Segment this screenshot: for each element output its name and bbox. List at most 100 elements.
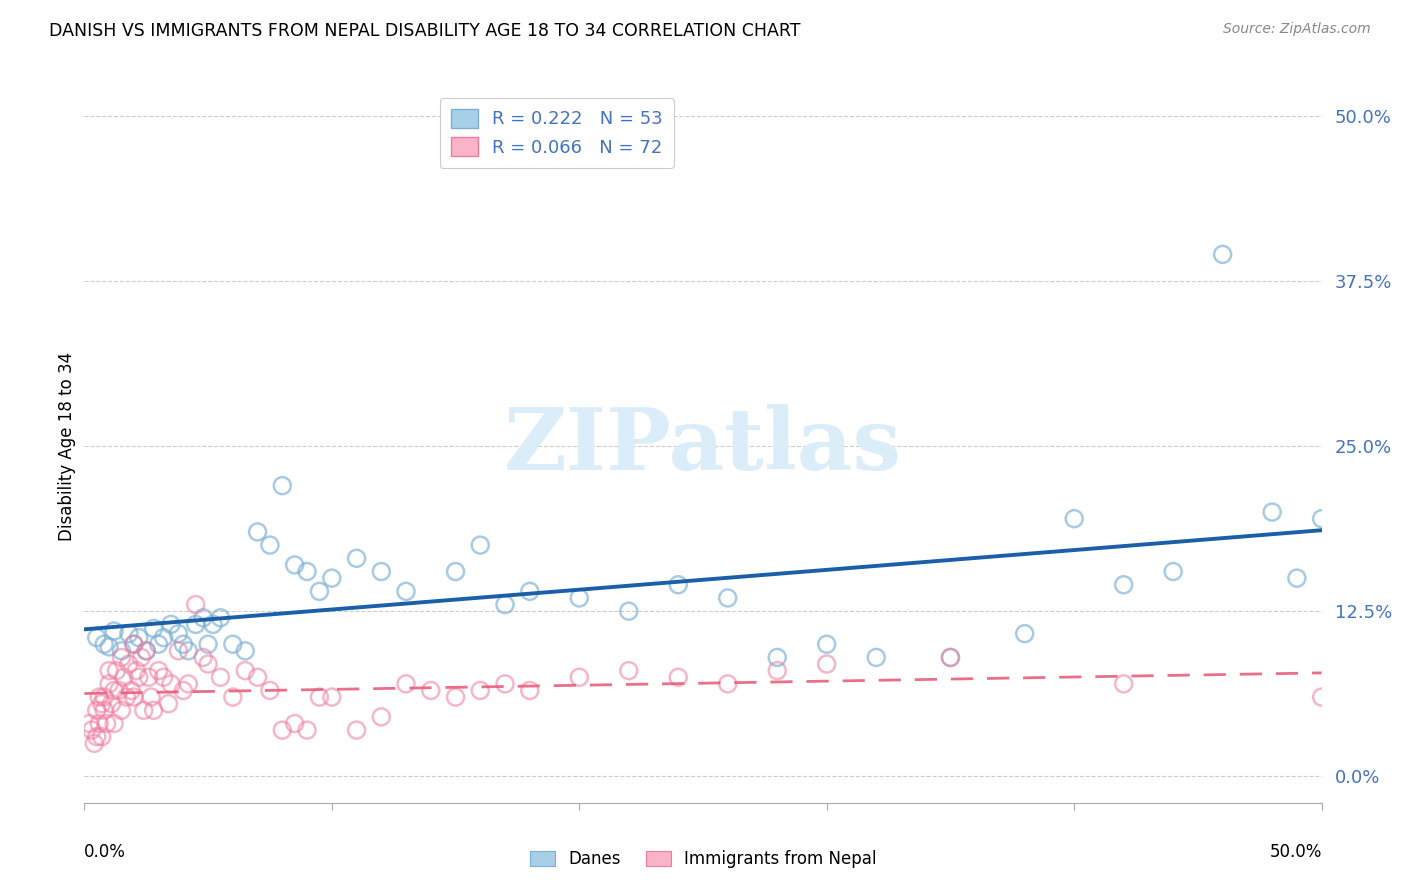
Point (90, 730, 112, 744)
Point (80, 723, 103, 738)
Point (222, 637, 245, 651)
Point (86, 730, 108, 744)
Point (110, 703, 132, 717)
Point (1161, 565, 1184, 579)
Point (1261, 505, 1284, 519)
Point (617, 604, 640, 618)
Point (233, 664, 256, 678)
Point (98, 664, 121, 678)
Point (93, 637, 115, 651)
Point (122, 690, 145, 704)
Point (93, 690, 115, 704)
Point (120, 683, 142, 698)
Point (494, 598, 516, 612)
Point (86, 631, 108, 645)
Point (209, 670, 232, 684)
Point (1285, 571, 1308, 585)
Point (444, 690, 467, 704)
Point (666, 670, 689, 684)
Point (271, 723, 294, 738)
Point (321, 690, 343, 704)
Point (177, 644, 200, 658)
Point (89, 690, 111, 704)
Text: Source: ZipAtlas.com: Source: ZipAtlas.com (1223, 22, 1371, 37)
Point (395, 677, 418, 691)
Point (122, 637, 145, 651)
Legend: R = 0.222   N = 53, R = 0.066   N = 72: R = 0.222 N = 53, R = 0.066 N = 72 (440, 98, 673, 168)
Point (202, 617, 225, 632)
Point (346, 551, 368, 566)
Point (666, 578, 689, 592)
Point (197, 637, 219, 651)
Point (184, 598, 207, 612)
Point (142, 703, 165, 717)
Point (184, 617, 207, 632)
Point (112, 670, 135, 684)
Point (766, 650, 789, 665)
Point (98, 640, 121, 654)
Point (96, 716, 118, 731)
Point (160, 677, 183, 691)
Point (246, 524, 269, 539)
Point (419, 683, 441, 698)
Point (395, 584, 418, 599)
Point (308, 584, 330, 599)
Point (494, 677, 516, 691)
Point (284, 716, 307, 731)
Point (167, 644, 190, 658)
Point (246, 670, 269, 684)
Point (98, 677, 121, 691)
Point (152, 631, 174, 645)
Point (1014, 626, 1036, 640)
Point (717, 677, 740, 691)
Point (191, 650, 214, 665)
Point (135, 644, 157, 658)
Point (1063, 511, 1085, 525)
Point (939, 650, 962, 665)
Point (172, 683, 194, 698)
Point (470, 538, 492, 552)
Point (1212, 247, 1234, 261)
Point (1310, 511, 1333, 525)
Text: DANISH VS IMMIGRANTS FROM NEPAL DISABILITY AGE 18 TO 34 CORRELATION CHART: DANISH VS IMMIGRANTS FROM NEPAL DISABILI… (49, 22, 800, 40)
Point (103, 716, 125, 731)
Point (103, 683, 125, 698)
Point (142, 621, 165, 635)
Point (118, 657, 141, 671)
Point (105, 664, 128, 678)
Point (125, 664, 148, 678)
Point (295, 723, 318, 738)
Point (122, 637, 145, 651)
Point (1112, 677, 1135, 691)
Point (295, 565, 318, 579)
Point (271, 478, 294, 492)
Point (157, 697, 180, 711)
Point (129, 650, 152, 665)
Point (132, 703, 155, 717)
Point (1310, 690, 1333, 704)
Point (93, 703, 115, 717)
Point (83, 736, 105, 750)
Point (284, 558, 307, 572)
Point (444, 565, 467, 579)
Point (79, 716, 101, 731)
Point (519, 584, 541, 599)
Point (259, 538, 281, 552)
Point (815, 637, 838, 651)
Point (141, 690, 163, 704)
Point (160, 617, 183, 632)
Point (148, 664, 170, 678)
Point (321, 571, 343, 585)
Point (939, 650, 962, 665)
Point (118, 626, 141, 640)
Point (717, 591, 740, 605)
Point (766, 664, 789, 678)
Point (568, 591, 591, 605)
Point (103, 624, 125, 638)
Y-axis label: Disability Age 18 to 34: Disability Age 18 to 34 (58, 351, 76, 541)
Point (308, 690, 330, 704)
Point (233, 644, 256, 658)
Point (259, 683, 281, 698)
Text: 0.0%: 0.0% (84, 843, 127, 861)
Point (148, 637, 170, 651)
